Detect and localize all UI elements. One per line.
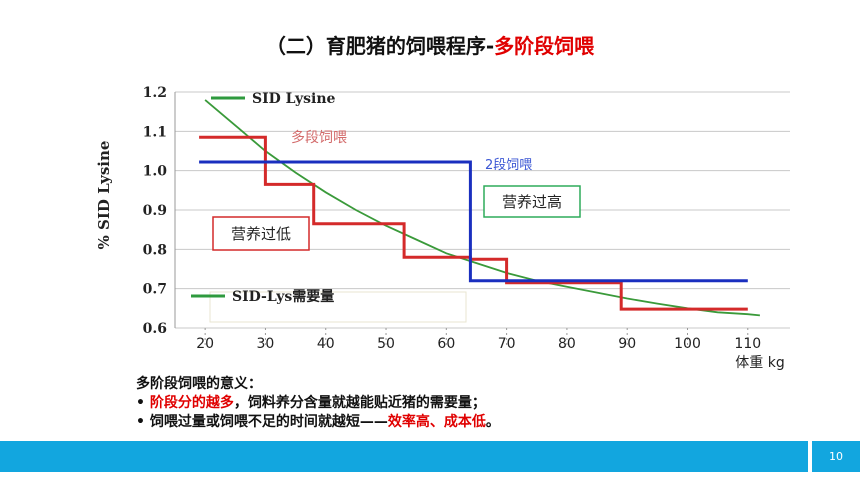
- x-tick-label: 110: [734, 336, 761, 352]
- series-layer: [199, 99, 760, 317]
- x-tick-label: 40: [317, 336, 335, 352]
- title-prefix: （二）育肥猪的饲喂程序-: [265, 34, 495, 58]
- page-number: 10: [812, 441, 860, 472]
- x-axis-label: 体重 kg: [735, 355, 784, 371]
- y-axis-label: % SID Lysine: [95, 141, 113, 250]
- x-tick-label: 70: [498, 336, 516, 352]
- legend-label-sid-lysine: SID Lysine: [252, 91, 336, 107]
- x-tick-label: 60: [437, 336, 455, 352]
- notes-line-2: • 饲喂过量或饲喂不足的时间就越短——效率高、成本低。: [136, 413, 500, 432]
- x-tick-label: 20: [196, 336, 214, 352]
- title-accent: 多阶段饲喂: [494, 34, 595, 58]
- x-tick-label: 50: [377, 336, 395, 352]
- legend-box-sid-lys: [209, 291, 467, 323]
- annotation-under-box: [212, 216, 310, 251]
- lysine-chart: 0.6 0.7 0.8 0.9 1.0 1.1 1.2 20 30 40 50 60 70 80 90 100…: [95, 80, 800, 378]
- y-tick-label: 0.6: [143, 321, 167, 337]
- bullet-1: •: [136, 395, 150, 411]
- series-line-2: [199, 160, 748, 283]
- y-tick-label: 0.9: [143, 203, 167, 219]
- chart-svg: 0.6 0.7 0.8 0.9 1.0 1.1 1.2 20 30 40 50 60 70 80 90 100…: [95, 85, 790, 371]
- y-tick-label: 0.8: [143, 242, 167, 258]
- annotation-multi-stage: 多段饲喂: [291, 129, 347, 146]
- notes-line-2-prefix: • 饲喂过量或饲喂不足的时间就越短——: [136, 414, 388, 430]
- y-tick-label: 1.2: [143, 85, 167, 101]
- x-tick-label: 30: [257, 336, 275, 352]
- x-tick-label: 100: [674, 336, 701, 352]
- notes-line-1-rest: ，饲料养分含量就越能贴近猪的需要量；: [233, 395, 486, 411]
- tick-layer: 0.6 0.7 0.8 0.9 1.0 1.1 1.2 20 30 40 50 60 70 80 90 100…: [143, 85, 762, 352]
- annotation-over-box: [483, 185, 581, 218]
- footer-bar: [0, 441, 808, 472]
- notes-line-1-highlight: 阶段分的越多: [149, 395, 234, 411]
- y-tick-label: 1.0: [143, 164, 168, 180]
- notes-heading: 多阶段饲喂的意义：: [136, 376, 262, 392]
- notes-line-2-highlight: 效率高、成本低: [387, 414, 486, 430]
- y-tick-label: 1.1: [143, 124, 167, 140]
- annotation-over: 营养过高: [502, 193, 562, 211]
- series-line-1: [199, 135, 748, 311]
- slide-title: （二）育肥猪的饲喂程序-多阶段饲喂: [0, 30, 860, 59]
- notes-block: 多阶段饲喂的意义： • 阶段分的越多，饲料养分含量就越能贴近猪的需要量； • 饲…: [136, 375, 500, 432]
- annotation-two-stage: 2段饲喂: [485, 158, 532, 173]
- legend-label-sid-lys: SID-Lys需要量: [232, 288, 334, 305]
- annotation-under: 营养过低: [231, 225, 291, 243]
- x-tick-label: 90: [618, 336, 636, 352]
- y-tick-label: 0.7: [143, 282, 167, 298]
- notes-line-1: • 阶段分的越多，饲料养分含量就越能贴近猪的需要量；: [136, 394, 500, 413]
- series-line-0: [204, 99, 760, 317]
- x-tick-label: 80: [558, 336, 576, 352]
- notes-line-2-end: 。: [485, 414, 500, 430]
